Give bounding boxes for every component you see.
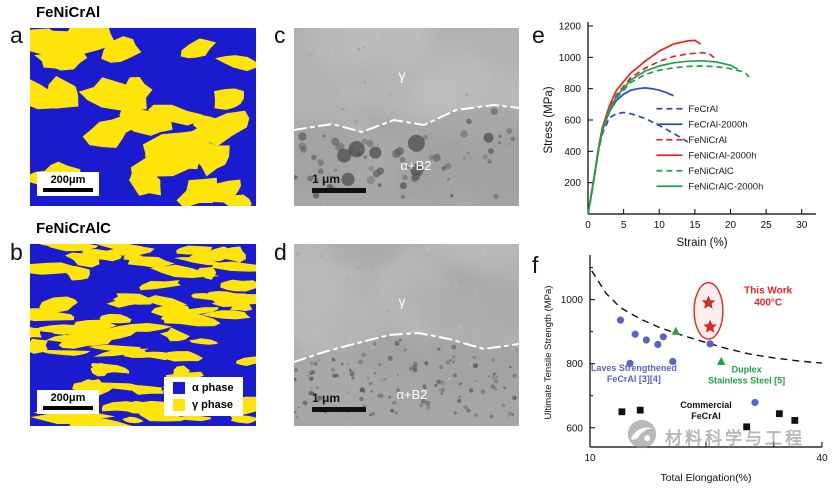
svg-text:FeCrAl-2000h: FeCrAl-2000h	[688, 120, 747, 131]
svg-text:FeCrAl [3][4]: FeCrAl [3][4]	[607, 374, 661, 384]
alpha-phase-label: α phase	[192, 381, 234, 394]
panel-c-scalebar: 1 μm	[312, 173, 366, 193]
svg-text:FeCrAl: FeCrAl	[691, 411, 721, 421]
alpha-phase-swatch	[173, 382, 185, 394]
svg-text:Stainless Steel [5]: Stainless Steel [5]	[708, 376, 785, 386]
panel-b-scalebar-label: 200μm	[50, 392, 86, 404]
panel-a-scalebar: 200μm	[37, 172, 99, 196]
panel-d-scalebar-label: 1 μm	[312, 391, 341, 405]
svg-text:5: 5	[621, 220, 627, 231]
phase-legend-gamma-row: γ phase	[173, 399, 234, 411]
svg-text:Duplex: Duplex	[732, 365, 762, 375]
panel-a-phase-map	[30, 28, 256, 206]
svg-text:30: 30	[796, 220, 808, 231]
svg-text:200: 200	[564, 178, 581, 189]
panel-f-letter: f	[532, 252, 539, 278]
svg-text:1200: 1200	[559, 22, 582, 33]
phase-legend-alpha-row: α phase	[173, 382, 234, 394]
svg-text:25: 25	[761, 220, 773, 231]
panel-c-sem-image: γ α+B2	[294, 28, 519, 206]
panel-b-scalebar: 200μm	[37, 390, 99, 414]
svg-text:Laves Strengthened: Laves Strengthened	[591, 363, 677, 373]
panel-e-letter: e	[532, 22, 545, 48]
watermark-text: 材料科学与工程	[665, 429, 805, 448]
svg-text:600: 600	[566, 423, 583, 434]
svg-text:γ: γ	[399, 67, 406, 83]
panel-b-letter: b	[10, 239, 23, 265]
svg-text:Ultimate Tensile Strength (MPa: Ultimate Tensile Strength (MPa)	[543, 286, 554, 420]
gamma-phase-label: γ phase	[192, 398, 233, 411]
svg-text:FeNiCrAl: FeNiCrAl	[688, 135, 727, 146]
svg-text:800: 800	[566, 359, 583, 370]
gamma-phase-swatch	[173, 399, 185, 411]
svg-text:40: 40	[816, 453, 828, 464]
svg-text:400°C: 400°C	[754, 298, 782, 309]
svg-text:Total Elongation(%): Total Elongation(%)	[660, 472, 751, 484]
svg-text:Stress (MPa): Stress (MPa)	[543, 86, 555, 153]
svg-text:α+B2: α+B2	[396, 387, 427, 402]
panel-c-scalebar-label: 1 μm	[312, 172, 341, 186]
panel-a-title: FeNiCrAl	[36, 4, 101, 21]
phase-legend: α phase γ phase	[164, 377, 243, 416]
svg-text:15: 15	[689, 220, 701, 231]
panel-d-scalebar-line	[312, 407, 366, 412]
svg-text:This Work: This Work	[744, 286, 793, 297]
panel-a-scalebar-line	[43, 188, 93, 192]
panel-a-scalebar-label: 200μm	[50, 174, 86, 186]
panel-d-letter: d	[274, 239, 287, 265]
stress-strain-chart: 0 5 10 15 20 25 30 200 400 600 800 1000 1200 Strain (…	[543, 22, 816, 249]
svg-text:FeCrAl: FeCrAl	[688, 104, 718, 115]
svg-text:10: 10	[584, 453, 596, 464]
svg-text:400: 400	[564, 147, 581, 158]
svg-text:1000: 1000	[559, 53, 582, 64]
panel-a-letter: a	[10, 22, 23, 48]
svg-text:FeNiCrAlC: FeNiCrAlC	[688, 166, 734, 177]
svg-text:FeNiCrAlC-2000h: FeNiCrAlC-2000h	[688, 182, 763, 193]
svg-text:Strain (%): Strain (%)	[676, 237, 727, 249]
svg-text:γ: γ	[399, 293, 406, 309]
svg-text:0: 0	[585, 220, 591, 231]
panel-c-scalebar-line	[312, 188, 366, 193]
panel-c-letter: c	[274, 22, 286, 48]
panel-d-sem-image: γ α+B2	[294, 244, 519, 426]
svg-text:600: 600	[564, 116, 581, 127]
watermark: 材料科学与工程	[626, 418, 805, 455]
watermark-logo-icon	[626, 418, 658, 455]
svg-text:800: 800	[564, 84, 581, 95]
svg-text:1000: 1000	[561, 295, 584, 306]
svg-text:α+B2: α+B2	[400, 158, 431, 173]
svg-text:20: 20	[725, 220, 737, 231]
panel-d-scalebar: 1 μm	[312, 392, 366, 412]
svg-text:FeNiCrAl-2000h: FeNiCrAl-2000h	[688, 151, 756, 162]
svg-text:10: 10	[654, 220, 666, 231]
panel-b-title: FeNiCrAlC	[36, 220, 112, 237]
svg-text:Commercial: Commercial	[680, 400, 732, 410]
uts-elongation-chart: 10 40 600 800 1000 Total Elongation(%) Ultimat…	[543, 255, 828, 484]
panel-b-scalebar-line	[43, 406, 93, 410]
